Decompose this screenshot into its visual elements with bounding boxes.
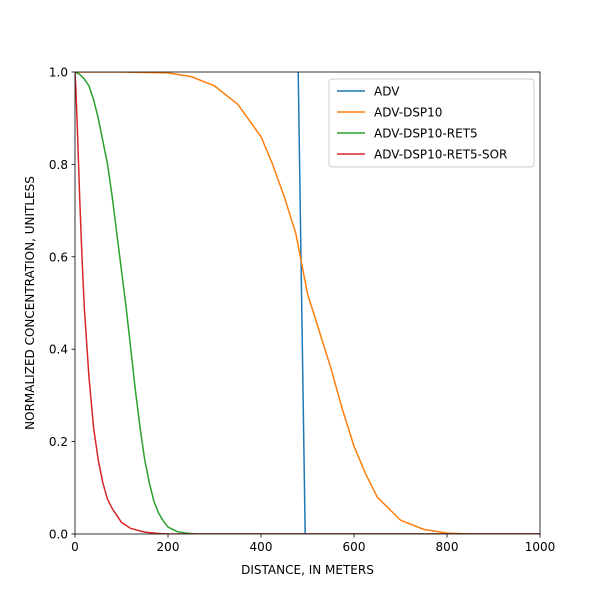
- y-tick-label: 1.0: [49, 66, 68, 80]
- legend-box: [328, 78, 535, 168]
- y-tick-label: 0.4: [49, 343, 68, 357]
- x-tick-label: 800: [436, 540, 459, 554]
- x-tick-label: 1000: [525, 540, 556, 554]
- y-tick-label: 0.8: [49, 158, 68, 172]
- y-axis-label: NORMALIZED CONCENTRATION, UNITLESS: [23, 176, 37, 430]
- y-tick-label: 0.6: [49, 250, 68, 264]
- x-axis-label: DISTANCE, IN METERS: [241, 563, 374, 577]
- x-tick-label: 400: [250, 540, 273, 554]
- legend-label: ADV-DSP10-RET5-SOR: [374, 148, 507, 162]
- x-tick-label: 200: [157, 540, 180, 554]
- y-tick-label: 0.0: [49, 528, 68, 542]
- y-tick-label: 0.2: [49, 435, 68, 449]
- x-tick-label: 0: [71, 540, 79, 554]
- series-line-2: [75, 72, 540, 534]
- legend-label: ADV-DSP10: [374, 106, 442, 120]
- axes-frame: [74, 71, 541, 535]
- series-line-1: [75, 72, 540, 534]
- legend-label: ADV-DSP10-RET5: [374, 127, 478, 141]
- legend: ADV ADV-DSP10 ADV-DSP10-RET5 ADV-DSP10-RET5…: [328, 78, 535, 168]
- series-line-3: [75, 72, 540, 534]
- legend-label: ADV: [374, 85, 400, 99]
- series-line-0: [297, 72, 306, 534]
- y-axis: 0.0 0.2 0.4 0.6 0.8 1.0: [49, 66, 75, 542]
- plot-area: [74, 71, 541, 535]
- x-axis: 0 200 400 600 800 1000: [71, 534, 555, 554]
- x-tick-label: 600: [343, 540, 366, 554]
- series-lines: [75, 72, 540, 534]
